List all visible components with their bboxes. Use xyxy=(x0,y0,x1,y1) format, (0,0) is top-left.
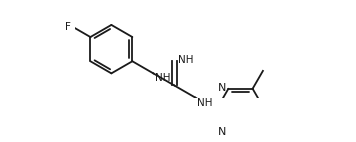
Text: N: N xyxy=(218,83,226,93)
Text: NH: NH xyxy=(155,73,170,83)
Text: NH: NH xyxy=(178,55,193,65)
Text: NH: NH xyxy=(197,98,212,108)
Text: N: N xyxy=(218,127,226,137)
Text: F: F xyxy=(66,22,71,32)
